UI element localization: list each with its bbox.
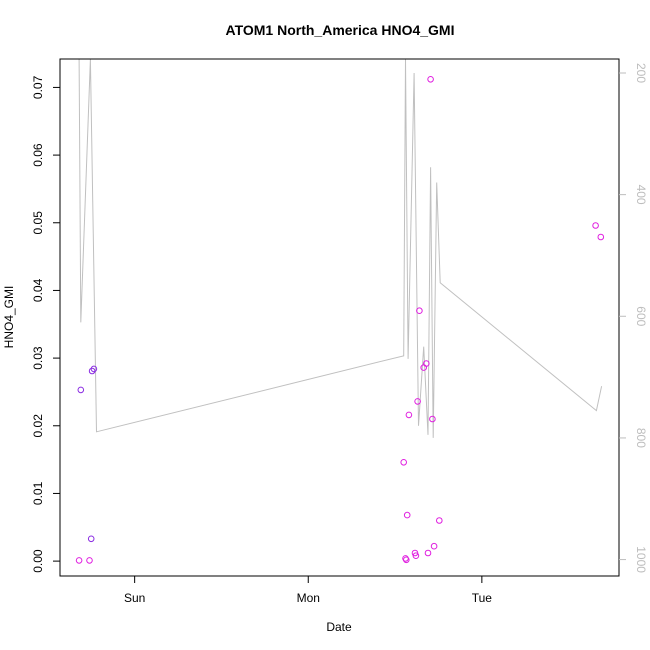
data-point bbox=[420, 364, 428, 371]
data-point bbox=[597, 233, 605, 241]
y-right-tick-label: 800 bbox=[634, 428, 648, 448]
x-tick-label: Tue bbox=[472, 591, 493, 605]
data-point bbox=[414, 398, 421, 405]
data-point bbox=[424, 549, 432, 557]
y-right-tick-label: 1000 bbox=[634, 546, 648, 573]
y-tick-label: 0.05 bbox=[31, 211, 45, 235]
data-point bbox=[429, 415, 436, 423]
y-right-tick-label: 200 bbox=[634, 63, 648, 83]
y-tick-label: 0.03 bbox=[31, 346, 45, 370]
y-tick-label: 0.00 bbox=[31, 549, 45, 573]
x-axis-label: Date bbox=[326, 620, 352, 634]
y-axis-label: HNO4_GMI bbox=[2, 286, 16, 349]
data-point bbox=[90, 365, 98, 373]
data-point bbox=[403, 511, 411, 519]
data-point bbox=[592, 222, 599, 229]
data-point bbox=[405, 411, 413, 419]
y-right-tick-label: 400 bbox=[634, 185, 648, 205]
data-point bbox=[400, 459, 408, 466]
y-tick-label: 0.02 bbox=[31, 414, 45, 438]
y-tick-label: 0.01 bbox=[31, 481, 45, 505]
pressure-line bbox=[78, 59, 603, 438]
data-point bbox=[416, 307, 423, 315]
data-point bbox=[423, 360, 430, 367]
y-tick-label: 0.07 bbox=[31, 75, 45, 99]
data-point bbox=[86, 557, 93, 564]
y-tick-label: 0.06 bbox=[31, 143, 45, 167]
data-point bbox=[403, 556, 410, 564]
data-point bbox=[436, 517, 443, 524]
data-point bbox=[430, 542, 438, 550]
chart-title: ATOM1 North_America HNO4_GMI bbox=[226, 22, 455, 38]
data-point bbox=[75, 557, 83, 564]
data-point bbox=[88, 367, 96, 375]
data-point bbox=[77, 386, 85, 394]
y-axis-left: 0.00 0.01 0.02 0.03 0.04 0.05 0.06 0.07 bbox=[31, 75, 60, 573]
x-tick-label: Mon bbox=[297, 591, 320, 605]
data-point bbox=[87, 535, 95, 543]
data-point bbox=[412, 552, 420, 560]
data-point bbox=[411, 549, 419, 557]
plot-frame bbox=[59, 58, 620, 577]
y-axis-right: 200 400 600 800 1000 bbox=[619, 63, 648, 573]
x-axis: Sun Mon Tue bbox=[124, 576, 492, 605]
y-tick-label: 0.04 bbox=[31, 278, 45, 302]
data-point bbox=[427, 76, 434, 83]
plot-area bbox=[75, 59, 605, 564]
x-tick-label: Sun bbox=[124, 591, 145, 605]
y-right-tick-label: 600 bbox=[634, 306, 648, 326]
